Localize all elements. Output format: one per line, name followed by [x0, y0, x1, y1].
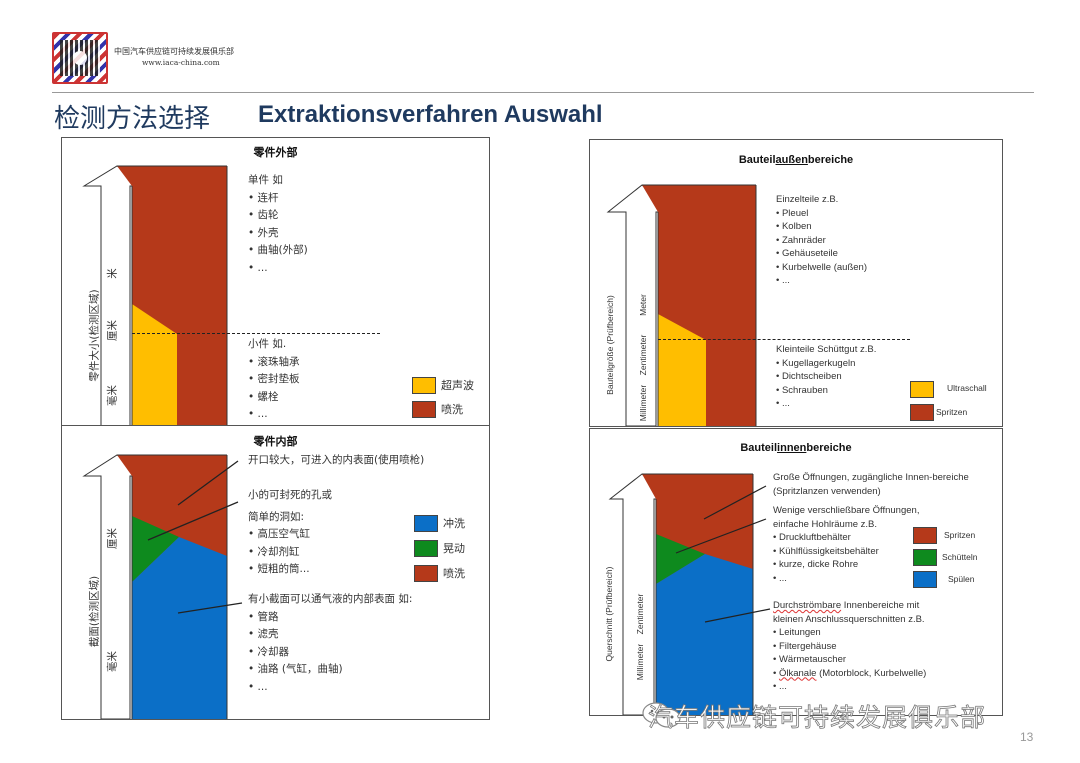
scale-label-millimeter: Millimeter: [638, 384, 648, 422]
small-parts-list: 小件 如. • 滚珠轴承 • 密封垫板 • 螺栓 • ...: [248, 338, 300, 420]
legend-label-spritzen: Spritzen: [944, 530, 976, 540]
page-number: 13: [1020, 730, 1034, 744]
callout-flow-through: Durchströmbare Innenbereiche mit kleinen…: [773, 600, 927, 692]
page-title-chinese: 检测方法选择: [54, 104, 211, 134]
panel-de-inner: Bauteilinnenbereiche Querschnitt (Prüfbe…: [589, 428, 1003, 716]
axis-label: Querschnitt (Prüfbereich): [604, 566, 614, 662]
panel-title: 零件内部: [253, 435, 298, 448]
legend-label-spritzen: Spritzen: [936, 407, 968, 417]
panel-title: 零件外部: [253, 146, 298, 159]
scale-label-centimeter: 厘米: [106, 320, 119, 341]
legend-label-flush: 冲洗: [443, 517, 465, 530]
page-title-german: Extraktionsverfahren Auswahl: [258, 101, 603, 128]
callout-large-openings: 开口较大，可进入的内表面(使用喷枪): [248, 454, 425, 466]
scale-label-meter: 米: [106, 268, 119, 279]
org-name: 中国汽车供应链可持续发展俱乐部: [114, 47, 234, 56]
legend-swatch-ultraschall: [910, 381, 934, 398]
legend-label-spray: 喷洗: [443, 567, 465, 580]
callout-flow-through: 有小截面可以通气液的内部表面 如: • 管路 • 滤壳 • 冷却器 • 油路 (…: [248, 593, 413, 693]
scale-label-millimeter: 毫米: [106, 651, 119, 672]
club-logo-qr-code: [52, 32, 108, 84]
scale-label-millimeter: Millimeter: [635, 643, 645, 681]
legend-swatch-schuetteln: [913, 549, 937, 566]
scale-label-centimeter: 厘米: [106, 528, 119, 549]
panel-de-outer: Bauteilaußenbereiche Bauteilgröße (Prüfb…: [589, 139, 1003, 427]
legend-label-shake: 晃动: [443, 542, 465, 555]
size-threshold-line: [132, 333, 380, 334]
panel-title: Bauteilinnenbereiche: [740, 442, 852, 454]
legend-label-spray: 喷洗: [441, 403, 463, 416]
large-parts-list: Einzelteile z.B. • Pleuel • Kolben • Zah…: [776, 194, 867, 286]
header-divider: [52, 92, 1034, 93]
small-parts-list: Kleinteile Schüttgut z.B. • Kugellagerku…: [776, 344, 877, 409]
panel-title: Bauteilaußenbereiche: [738, 154, 854, 166]
legend-swatch-spritzen: [910, 404, 934, 421]
legend-label-ultraschall: Ultraschall: [947, 383, 987, 393]
panel-cn-outer: 零件外部 零件大小(检测区域) 米 厘米 毫米 单件 如 • 连杆 • 齿轮 •…: [61, 137, 490, 427]
axis-label: 截面(检测区域): [88, 575, 101, 648]
legend-swatch-shake: [414, 540, 438, 557]
org-url: www.iaca-china.com: [142, 58, 220, 67]
legend-label-schuetteln: Schütteln: [942, 552, 978, 562]
callout-large-openings: Große Öffnungen, zugängliche Innen-berei…: [773, 472, 969, 497]
callout-sealable-holes: 小的可封死的孔或 简单的洞如: • 高压空气缸 • 冷却剂缸 • 短粗的筒...: [248, 489, 332, 575]
legend-swatch-flush: [414, 515, 438, 532]
large-parts-list: 单件 如 • 连杆 • 齿轮 • 外壳 • 曲轴(外部) • ...: [248, 174, 308, 274]
wechat-icon: [642, 702, 681, 728]
scale-label-millimeter: 毫米: [106, 385, 119, 406]
callout-sealable-holes: Wenige verschließbare Öffnungen, einfach…: [773, 505, 920, 584]
size-diagram-graphic: [82, 165, 228, 426]
size-threshold-line: [658, 339, 910, 340]
legend-swatch-spray: [414, 565, 438, 582]
legend-swatch-spray: [412, 401, 436, 418]
legend-swatch-spuelen: [913, 571, 937, 588]
axis-label: Bauteilgröße (Prüfbereich): [605, 295, 615, 395]
legend-label-spuelen: Spülen: [948, 574, 975, 584]
panel-cn-inner: 零件内部 截面(检测区域) 厘米 毫米 开口较大，可进入的内表面(使用喷枪) 小…: [61, 425, 490, 720]
legend-label-ultrasonic: 超声波: [441, 379, 474, 392]
scale-label-meter: Meter: [638, 294, 648, 316]
size-diagram-graphic: [606, 184, 757, 426]
legend-swatch-ultrasonic: [412, 377, 436, 394]
axis-label: 零件大小(检测区域): [88, 289, 101, 382]
cross-section-diagram-graphic: [608, 473, 771, 715]
legend-swatch-spritzen: [913, 527, 937, 544]
watermark-text: 汽车供应链可持续发展俱乐部: [648, 703, 987, 733]
cross-section-diagram-graphic: [82, 454, 243, 719]
